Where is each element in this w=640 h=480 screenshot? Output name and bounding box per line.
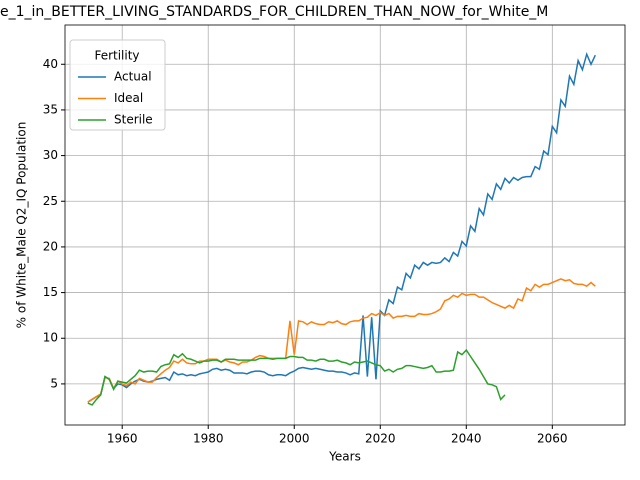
y-tick-label: 30: [43, 148, 58, 162]
y-tick-label: 5: [50, 376, 58, 390]
x-tick-label: 2020: [365, 432, 396, 446]
data-line: [87, 51, 596, 403]
y-tick-label: 20: [43, 239, 58, 253]
y-tick-label: 40: [43, 57, 58, 71]
legend: Fertility Actual Ideal Sterile: [69, 39, 166, 131]
y-tick-label: 25: [43, 194, 58, 208]
chart-title: e_1_in_BETTER_LIVING_STANDARDS_FOR_CHILD…: [0, 4, 548, 20]
data-line: [87, 278, 596, 403]
x-tick-label: 2060: [537, 432, 568, 446]
legend-label: Ideal: [114, 91, 143, 105]
y-axis-label: % of White_Male Q2_IQ Population: [15, 122, 29, 329]
y-tick-label: 35: [43, 102, 58, 116]
y-tick-label: 15: [43, 285, 58, 299]
x-tick-label: 2040: [451, 432, 482, 446]
x-tick-label: 1980: [193, 432, 224, 446]
data-line: [87, 348, 506, 406]
legend-title: Fertility: [94, 49, 139, 63]
x-axis-label: Years: [328, 450, 361, 464]
x-tick-label: 1960: [107, 432, 138, 446]
plot-frame: [64, 24, 626, 426]
x-tick-label: 2000: [279, 432, 310, 446]
legend-label: Actual: [114, 70, 152, 84]
legend-box: [69, 39, 166, 131]
y-tick-label: 10: [43, 331, 58, 345]
legend-label: Sterile: [114, 113, 153, 127]
